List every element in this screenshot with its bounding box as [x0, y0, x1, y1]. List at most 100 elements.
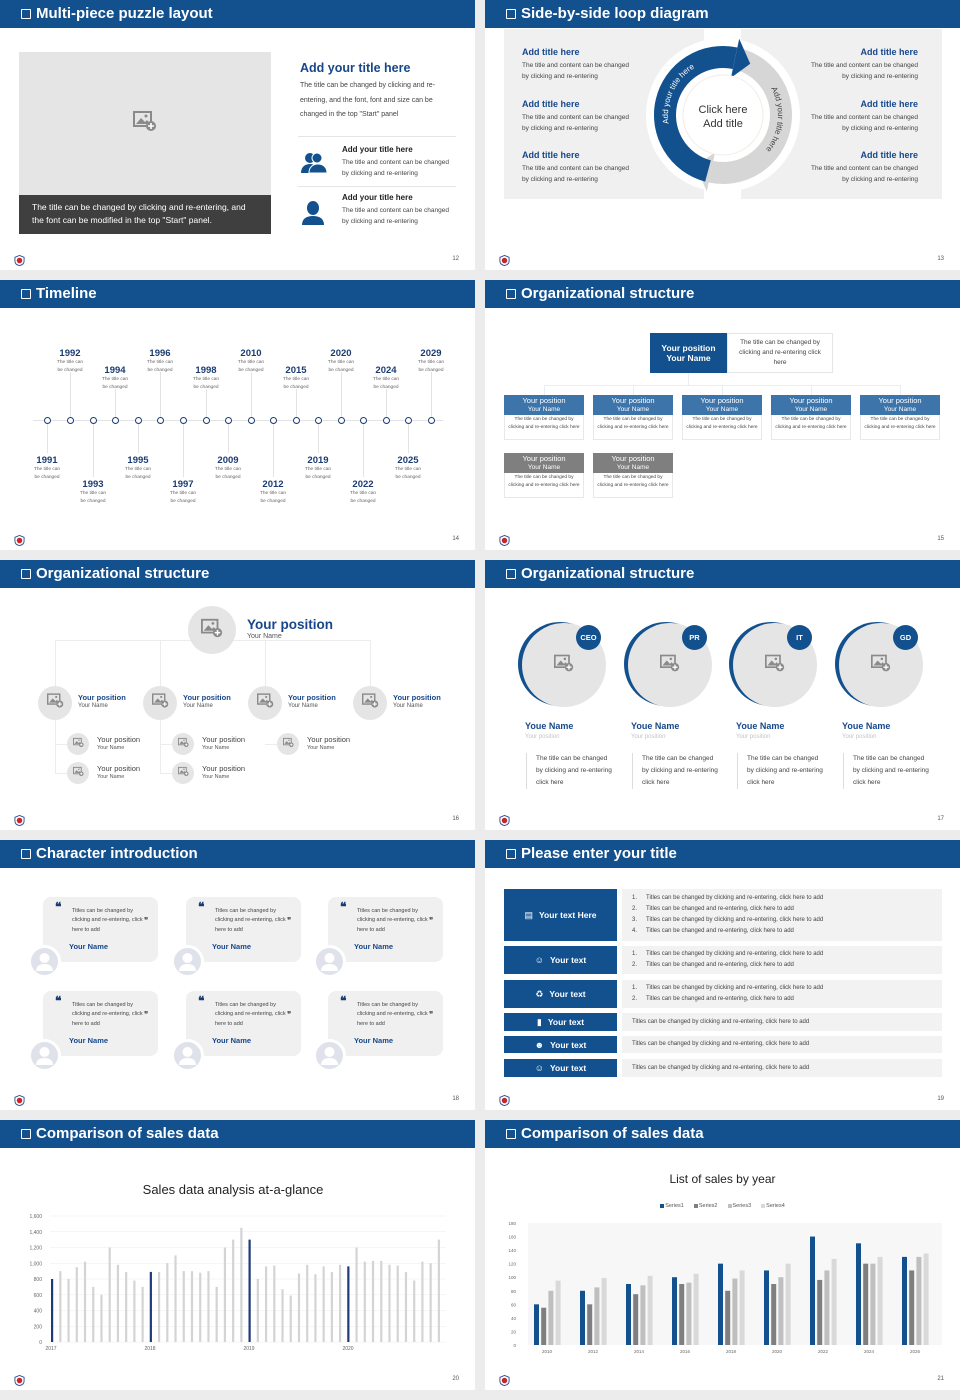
list-number: 1.	[632, 895, 638, 901]
bar-series3	[824, 1270, 830, 1345]
timeline-stem	[386, 389, 387, 420]
bar-series4	[923, 1253, 929, 1345]
photo-placeholder[interactable]	[143, 686, 177, 720]
image-add-icon	[554, 653, 574, 678]
timeline-dot[interactable]	[404, 416, 412, 424]
image-add-icon	[133, 109, 157, 138]
list-number: 4.	[632, 928, 638, 934]
slide-s15[interactable]: Organizational structure 15 Your position Y…	[485, 280, 960, 550]
timeline-dot[interactable]	[111, 416, 119, 424]
row-label-box[interactable]: ♻ Your text	[504, 980, 617, 1008]
timeline-dot[interactable]	[314, 416, 322, 424]
right-item-title: Add title here	[860, 98, 918, 109]
page-number: 12	[452, 256, 459, 262]
connector-line	[265, 744, 277, 745]
left-item-title: Add title here	[522, 98, 580, 109]
user-silhouette-icon	[31, 1047, 58, 1069]
left-item-text: The title and content can be changed by …	[522, 165, 629, 183]
photo-placeholder[interactable]	[188, 606, 236, 654]
photo-placeholder[interactable]	[67, 762, 89, 784]
timeline-dot[interactable]	[179, 416, 187, 424]
person-position: Your position	[842, 734, 877, 740]
member-header[interactable]: Your position Your Name	[504, 453, 584, 473]
row-label-box[interactable]: ▮ Your text	[504, 1013, 617, 1031]
top-position-box[interactable]: Your position Your Name	[650, 333, 727, 373]
bar	[149, 1271, 152, 1342]
timeline-dot[interactable]	[359, 416, 367, 424]
row-label-box[interactable]: ☺ Your text	[504, 946, 617, 974]
list-text: Titles can be changed by clicking and re…	[646, 951, 824, 957]
right-item-title: Add title here	[860, 150, 918, 160]
bar	[363, 1261, 366, 1342]
bar	[429, 1263, 432, 1342]
timeline-dot[interactable]	[382, 416, 390, 424]
timeline-dot[interactable]	[247, 416, 255, 424]
member-header[interactable]: Your position Your Name	[771, 395, 851, 415]
slide-s14[interactable]: Timeline 14 1991 The title can be changed 19…	[0, 280, 475, 550]
right-item-text: The title and content can be changed by …	[811, 165, 918, 183]
photo-placeholder[interactable]	[353, 686, 387, 720]
member-header[interactable]: Your position Your Name	[682, 395, 762, 415]
photo-placeholder[interactable]	[38, 686, 72, 720]
timeline-dot[interactable]	[43, 416, 51, 424]
slide-s16[interactable]: Organizational structure 16 Your position Y…	[0, 560, 475, 830]
timeline-dot[interactable]	[337, 416, 345, 424]
slide-header: Organizational structure	[485, 280, 960, 308]
row-label-box[interactable]: ▤ Your text Here	[504, 889, 617, 941]
bar	[297, 1273, 301, 1342]
member-header[interactable]: Your position Your Name	[504, 395, 584, 415]
timeline-dot[interactable]	[224, 416, 232, 424]
slide-s18[interactable]: Character introduction 18 ❝ Titles can be c…	[0, 840, 475, 1110]
x-tick-label: 2018	[144, 1346, 155, 1352]
open-quote-icon: ❝	[340, 900, 347, 914]
author-name: Your Name	[69, 1036, 109, 1045]
member-description: The title can be changed by clicking and…	[593, 415, 673, 440]
slide-s17[interactable]: Organizational structure 17 CEO Youe Name Yo…	[485, 560, 960, 830]
image-placeholder[interactable]	[19, 52, 271, 195]
bar	[396, 1265, 399, 1342]
event-text: The title can be changed	[56, 360, 84, 373]
slide-s13[interactable]: Side-by-side loop diagram 13 Add title her…	[485, 0, 960, 270]
row-label-box[interactable]: ☺ Your text	[504, 1059, 617, 1077]
member-header[interactable]: Your position Your Name	[593, 395, 673, 415]
school-logo	[14, 1093, 25, 1107]
photo-placeholder[interactable]	[67, 733, 89, 755]
slide-s21[interactable]: Comparison of sales data 21 List of sales …	[485, 1120, 960, 1390]
slide-s19[interactable]: Please enter your title 19 ▤ Your text Here…	[485, 840, 960, 1110]
avatar	[171, 945, 204, 978]
bar-series2	[587, 1304, 593, 1345]
bar	[330, 1271, 333, 1342]
timeline-dot[interactable]	[134, 416, 142, 424]
bar	[199, 1272, 202, 1342]
connector-line	[55, 720, 56, 773]
member-header[interactable]: Your position Your Name	[593, 453, 673, 473]
event-text: The title can be changed	[101, 377, 129, 390]
bar-series3	[640, 1285, 646, 1345]
photo-placeholder[interactable]	[248, 686, 282, 720]
timeline-dot[interactable]	[292, 416, 300, 424]
photo-placeholder[interactable]	[172, 733, 194, 755]
chart-legend: Series1 Series2 Series3 Series4	[485, 1203, 960, 1209]
timeline-dot[interactable]	[427, 416, 435, 424]
timeline-dot[interactable]	[66, 416, 74, 424]
quote-text: Titles can be changed by clicking and re…	[72, 1002, 143, 1027]
page-number: 17	[937, 816, 944, 822]
event-text: The title can be changed	[214, 467, 242, 480]
page-number: 20	[452, 1376, 459, 1382]
row-label-box[interactable]: ☻ Your text	[504, 1036, 617, 1053]
timeline-dot[interactable]	[156, 416, 164, 424]
list-item: 1. Titles can be changed by clicking and …	[632, 949, 942, 960]
member-header[interactable]: Your position Your Name	[860, 395, 940, 415]
photo-placeholder[interactable]	[172, 762, 194, 784]
slide-s20[interactable]: Comparison of sales data 20 Sales data ana…	[0, 1120, 475, 1390]
slide-s12[interactable]: Multi-piece puzzle layout 12 The title can…	[0, 0, 475, 270]
avatar	[28, 1039, 61, 1072]
timeline-dot[interactable]	[202, 416, 210, 424]
timeline-dot[interactable]	[89, 416, 97, 424]
image-add-icon	[177, 735, 189, 753]
school-logo	[14, 253, 25, 267]
photo-placeholder[interactable]	[277, 733, 299, 755]
timeline-dot[interactable]	[269, 416, 277, 424]
y-tick-label: 160	[508, 1235, 516, 1240]
bar	[306, 1264, 309, 1342]
